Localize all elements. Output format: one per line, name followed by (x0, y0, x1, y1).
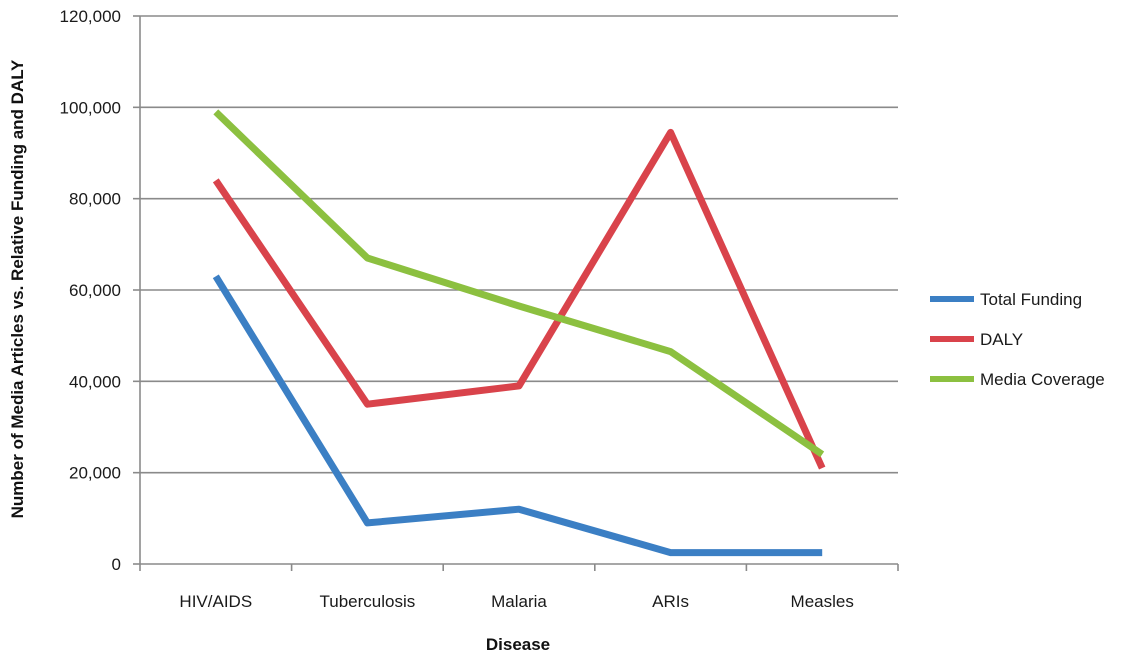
gridlines (133, 16, 898, 564)
y-tick-label: 100,000 (60, 98, 121, 117)
legend-label-media-coverage: Media Coverage (980, 370, 1105, 389)
series-line-media-coverage (216, 112, 822, 455)
y-tick-labels: 0 20,000 40,000 60,000 80,000 100,000 120,000 (60, 7, 121, 574)
x-tick-label: HIV/AIDS (179, 592, 252, 611)
legend-label-daly: DALY (980, 330, 1023, 349)
x-tick-labels: HIV/AIDS Tuberculosis Malaria ARIs Measles (179, 592, 853, 611)
x-tick-label: Measles (791, 592, 854, 611)
legend: Total Funding DALY Media Coverage (930, 290, 1105, 389)
x-tick-label: ARIs (652, 592, 689, 611)
series-lines (216, 112, 822, 553)
x-tick-label: Tuberculosis (320, 592, 416, 611)
axes (140, 16, 898, 571)
x-axis-title: Disease (486, 635, 550, 653)
legend-label-total-funding: Total Funding (980, 290, 1082, 309)
x-tick-label: Malaria (491, 592, 547, 611)
y-tick-label: 0 (112, 555, 121, 574)
y-axis-title: Number of Media Articles vs. Relative Fu… (8, 59, 27, 518)
y-tick-label: 120,000 (60, 7, 121, 26)
y-tick-label: 40,000 (69, 372, 121, 391)
y-tick-label: 20,000 (69, 464, 121, 483)
y-tick-label: 80,000 (69, 190, 121, 209)
y-tick-label: 60,000 (69, 281, 121, 300)
